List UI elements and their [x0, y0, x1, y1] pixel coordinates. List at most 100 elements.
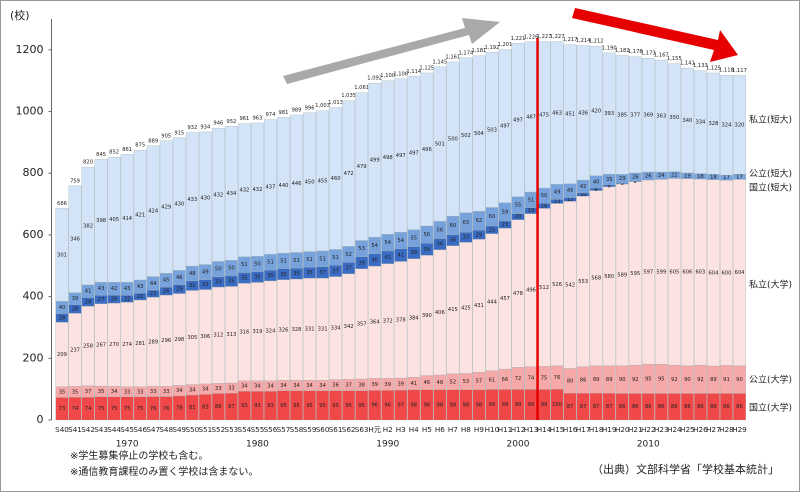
segment-label: 35 — [59, 390, 66, 396]
segment-label: 460 — [331, 176, 341, 182]
segment-label: 95 — [658, 376, 665, 382]
segment-label: 444 — [487, 300, 498, 306]
x-tick-label: H25 — [680, 425, 695, 434]
segment-label: 10 — [580, 192, 587, 198]
segment-label: 599 — [656, 269, 666, 275]
segment-label: 98 — [476, 402, 483, 408]
x-tick-label: S58 — [290, 425, 304, 434]
segment-label: 81 — [189, 405, 196, 411]
segment-label: 19 — [684, 173, 691, 179]
total-label: 875 — [135, 143, 145, 149]
segment-label: 31 — [189, 283, 196, 289]
x-tick-label: H11 — [498, 425, 513, 434]
total-label: 1,061 — [354, 85, 369, 91]
segment-label: 597 — [643, 270, 653, 276]
segment-label: 37 — [345, 266, 352, 272]
segment-label: 39 — [358, 260, 365, 266]
bar-segment — [342, 100, 356, 247]
segment-label: 34 — [280, 383, 287, 389]
segment-label: 34 — [254, 384, 261, 390]
segment-label: 40 — [59, 305, 66, 311]
x-tick-label: H2 — [383, 425, 393, 434]
segment-label: 51 — [280, 258, 287, 264]
segment-label: 26 — [111, 297, 118, 303]
segment-label: 33 — [137, 389, 144, 395]
total-label: 1,125 — [419, 65, 434, 71]
segment-label: 86 — [710, 404, 717, 410]
total-label: 1,003 — [315, 103, 330, 109]
segment-label: 472 — [344, 171, 354, 177]
decade-label: 2000 — [507, 440, 530, 450]
series-label: 公立(短大) — [749, 168, 792, 180]
segment-label: 209 — [57, 352, 67, 358]
segment-label: 432 — [213, 192, 223, 198]
segment-label: 526 — [552, 282, 562, 288]
segment-label: 35 — [280, 272, 287, 278]
total-label: 1,192 — [485, 45, 500, 51]
x-tick-label: S48 — [159, 425, 173, 434]
bar-segment — [81, 166, 95, 286]
segment-label: 331 — [318, 327, 328, 333]
segment-label: 80 — [567, 378, 574, 384]
segment-label: 37 — [345, 382, 352, 388]
segment-label: 90 — [736, 377, 743, 383]
x-tick-label: H6 — [435, 425, 445, 434]
segment-label: 604 — [735, 270, 746, 276]
total-label: 974 — [266, 112, 277, 118]
x-tick-label: H29 — [732, 425, 747, 434]
segment-label: 45 — [567, 188, 574, 194]
segment-label: 34 — [319, 383, 326, 389]
bar-segment — [576, 45, 590, 181]
segment-label: 43 — [124, 286, 131, 292]
segment-label: 39 — [371, 382, 378, 388]
segment-label: 33 — [228, 386, 235, 392]
segment-label: 54 — [397, 238, 404, 244]
segment-label: 364 — [370, 320, 381, 326]
note: ※学生募集停止の学校も含む。 — [70, 449, 208, 462]
segment-label: 96 — [371, 403, 378, 409]
segment-label: 20 — [515, 214, 522, 220]
total-label: 686 — [57, 201, 67, 207]
bar-segment — [407, 76, 421, 230]
segment-label: 50 — [215, 267, 222, 273]
segment-label: 27 — [98, 297, 105, 303]
segment-label: 41 — [410, 381, 417, 387]
series-label: 公立(大学) — [749, 374, 792, 386]
bar-segment — [172, 137, 186, 271]
segment-label: 51 — [267, 260, 274, 266]
segment-label: 99 — [528, 402, 535, 408]
total-label: 1,226 — [524, 34, 539, 40]
segment-label: 41 — [384, 255, 391, 261]
segment-label: 479 — [357, 164, 367, 170]
total-label: 1,118 — [719, 68, 734, 74]
series-label: 私立(大学) — [749, 279, 792, 291]
segment-label: 33 — [163, 389, 170, 395]
y-axis-label: (校) — [10, 8, 30, 22]
segment-label: 432 — [239, 188, 249, 194]
series-label: 私立(短大) — [749, 114, 792, 126]
x-tick-label: S46 — [133, 425, 147, 434]
x-tick-label: H14 — [537, 425, 552, 434]
decade-label: 1980 — [246, 440, 269, 450]
segment-label: 42 — [580, 184, 587, 190]
segment-label: 328 — [708, 121, 718, 127]
segment-label: 340 — [682, 118, 692, 124]
segment-label: 92 — [697, 377, 704, 383]
segment-label: 39 — [384, 382, 391, 388]
x-tick-label: S55 — [251, 425, 265, 434]
segment-label: 86 — [671, 404, 678, 410]
segment-label: 96 — [384, 403, 391, 409]
total-label: 1,181 — [471, 48, 486, 54]
segment-label: 87 — [567, 404, 574, 410]
bar-segment — [733, 75, 746, 175]
segment-label: 384 — [409, 315, 420, 321]
x-tick-label: H4 — [409, 425, 419, 434]
x-tick-label: S42 — [81, 425, 95, 434]
bar-segment — [589, 45, 603, 176]
bar-segment — [68, 185, 82, 293]
bar-segment — [133, 149, 147, 281]
segment-label: 75 — [111, 406, 118, 412]
segment-label: 605 — [669, 269, 679, 275]
bar-segment — [277, 117, 290, 254]
total-label: 845 — [96, 152, 106, 158]
